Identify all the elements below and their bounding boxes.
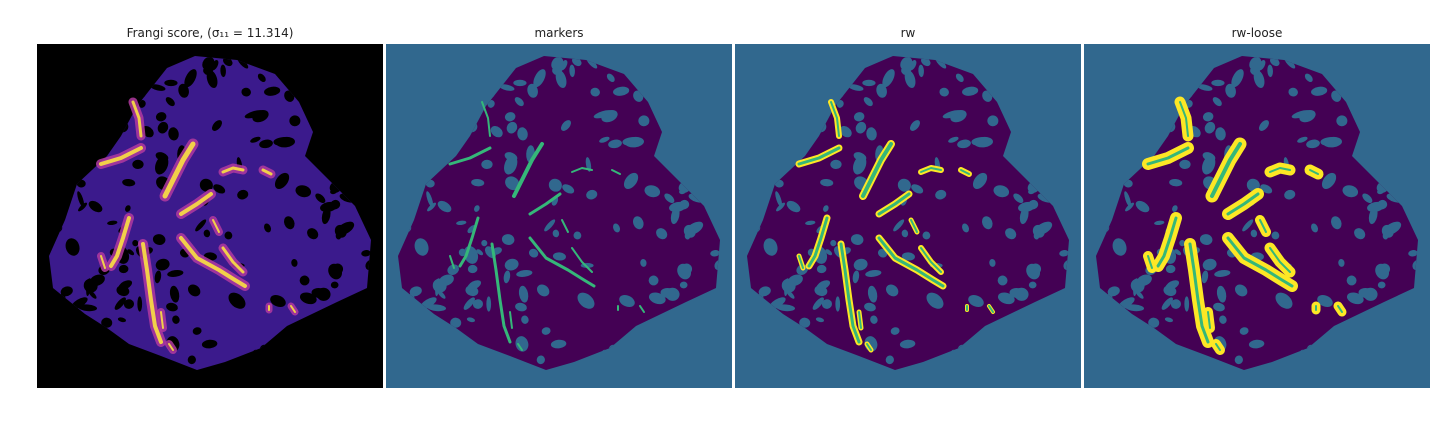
vessel-core xyxy=(109,216,131,268)
vessel-core xyxy=(261,168,273,176)
tissue-region xyxy=(49,56,371,370)
vessel-marker xyxy=(1269,247,1291,273)
vessel-core xyxy=(179,192,213,216)
panel-title-frangi: Frangi score, (σ₁₁ = 11.314) xyxy=(126,26,294,40)
rw-loose-image xyxy=(1084,44,1430,388)
vessel-marker xyxy=(448,146,492,166)
vessel-structures xyxy=(448,101,645,351)
vessel-marker xyxy=(798,255,804,269)
vessel-marker xyxy=(1207,311,1211,329)
vessel-marker xyxy=(449,255,455,269)
vessel-core xyxy=(99,146,143,166)
vessel-marker xyxy=(1146,146,1190,166)
tissue-region xyxy=(1096,56,1418,370)
vessel-marker xyxy=(528,236,596,288)
vessel-marker xyxy=(611,169,621,175)
vessel-marker xyxy=(1337,305,1343,313)
frangi-score-image xyxy=(37,44,383,388)
tissue-region xyxy=(747,56,1069,370)
vessel-marker xyxy=(920,167,942,173)
panel-title-rw: rw xyxy=(900,26,916,40)
vessel-structures xyxy=(96,97,299,354)
panel-title-rw-loose: rw-loose xyxy=(1231,26,1283,40)
vessel-marker xyxy=(807,216,829,268)
vessel-marker xyxy=(1215,343,1221,351)
markers-image xyxy=(386,44,732,388)
vessel-marker xyxy=(1259,219,1267,233)
vessel-marker xyxy=(571,247,593,273)
rw-loose-canvas xyxy=(1084,44,1430,388)
vessel-structures xyxy=(1142,96,1347,355)
vessel-marker xyxy=(1156,216,1178,268)
vessel-marker xyxy=(920,247,942,273)
vessel-core xyxy=(168,343,174,351)
vessel-marker xyxy=(877,192,911,216)
frangi-score-canvas xyxy=(37,44,383,388)
vessel-core xyxy=(141,242,163,344)
vessel-marker xyxy=(517,343,523,351)
vessel-marker xyxy=(639,305,645,313)
vessel-core xyxy=(221,246,245,274)
vessel-core xyxy=(221,166,245,174)
vessel-marker xyxy=(1269,167,1291,173)
markers-canvas xyxy=(386,44,732,388)
vessel-core xyxy=(100,255,106,269)
vessel-core xyxy=(131,100,143,138)
vessel-marker xyxy=(866,343,872,351)
vessel-core xyxy=(290,305,296,313)
vessel-marker xyxy=(839,242,861,344)
vessel-marker xyxy=(512,142,544,198)
tissue-region xyxy=(398,56,720,370)
vessel-marker xyxy=(1309,169,1319,175)
vessel-marker xyxy=(509,311,513,329)
vessel-core xyxy=(162,141,196,199)
vessel-core xyxy=(160,311,164,329)
vessel-marker xyxy=(561,219,569,233)
vessel-marker xyxy=(858,311,862,329)
vessel-marker xyxy=(797,146,841,166)
vessel-marker xyxy=(1179,101,1189,137)
vessel-marker xyxy=(861,142,893,198)
vessel-marker xyxy=(877,236,945,288)
vessel-marker xyxy=(1226,192,1260,216)
vessel-marker xyxy=(988,305,994,313)
panel-title-markers: markers xyxy=(534,26,584,40)
vessel-marker xyxy=(910,219,918,233)
vessel-marker xyxy=(481,101,491,137)
vessel-marker xyxy=(1147,255,1153,269)
rw-image xyxy=(735,44,1081,388)
vessel-marker xyxy=(960,169,970,175)
vessel-marker xyxy=(830,101,840,137)
vessel-marker xyxy=(571,167,593,173)
vessel-core xyxy=(179,236,247,288)
vessel-structures xyxy=(795,99,995,353)
vessel-marker xyxy=(458,216,480,268)
vessel-marker xyxy=(1210,142,1242,198)
rw-canvas xyxy=(735,44,1081,388)
vessel-marker xyxy=(1188,242,1210,344)
vessel-marker xyxy=(490,242,512,344)
vessel-marker xyxy=(1226,236,1294,288)
vessel-marker xyxy=(528,192,562,216)
vessel-core xyxy=(212,219,220,233)
